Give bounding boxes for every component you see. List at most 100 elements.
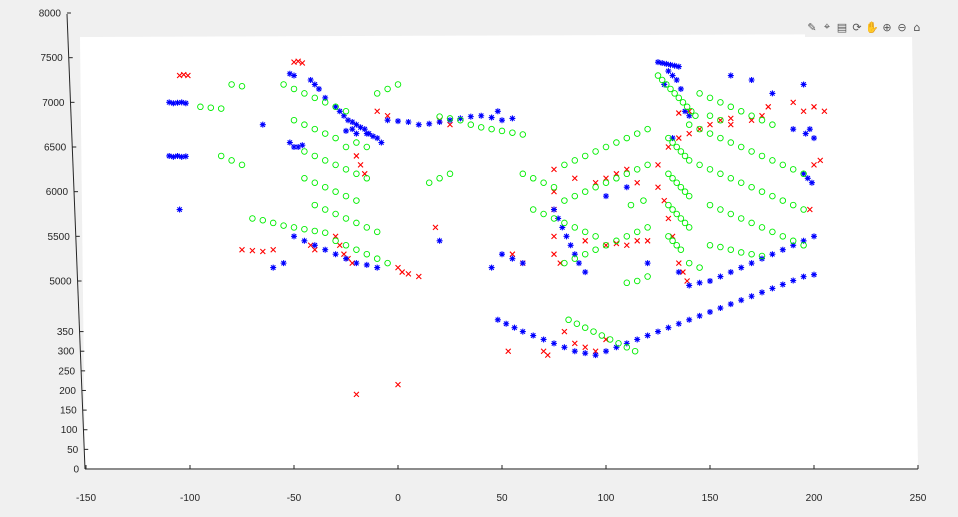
blue-star-point (176, 206, 183, 213)
blue-star-point (661, 81, 668, 88)
blue-star-point (675, 269, 682, 276)
green-circle-point (681, 219, 689, 227)
green-circle-point (613, 139, 620, 146)
green-circle-point (623, 344, 631, 351)
blue-star-point (170, 100, 177, 107)
red-cross-point (270, 246, 277, 253)
green-circle-point (769, 228, 776, 236)
blue-star-point (800, 170, 807, 177)
blue-star-point (345, 117, 352, 124)
zoom-out-icon[interactable]: ⊖ (897, 20, 907, 34)
green-circle-point (789, 201, 797, 209)
rotate-3d-icon[interactable]: ⟳ (852, 20, 862, 34)
y-tick-label: 7500 (40, 53, 63, 64)
blue-star-point (769, 251, 776, 258)
blue-star-point (395, 118, 401, 125)
red-cross-point (765, 103, 772, 110)
brush-icon[interactable]: ✎ (807, 20, 817, 34)
blue-star-point (811, 135, 817, 142)
red-cross-point (790, 99, 797, 106)
data-points (166, 58, 828, 398)
blue-star-point (555, 215, 562, 222)
blue-star-point (686, 316, 693, 323)
y-tick-label: 5500 (48, 232, 71, 243)
x-tick-label: 0 (395, 493, 401, 504)
green-circle-point (342, 192, 350, 200)
blue-star-point (686, 282, 693, 289)
red-cross-point (592, 179, 599, 186)
blue-star-point (343, 255, 349, 262)
blue-star-point (655, 59, 661, 66)
green-circle-point (353, 139, 360, 146)
plot-area (80, 34, 918, 468)
home-icon[interactable]: ⌂ (913, 20, 921, 34)
green-circle-point (373, 90, 381, 97)
green-circle-point (394, 81, 402, 88)
blue-star-point (332, 251, 339, 258)
pan-icon[interactable]: ✋ (865, 20, 879, 34)
blue-star-point (291, 72, 297, 79)
blue-star-point (436, 237, 443, 244)
green-circle-point (519, 170, 527, 178)
green-circle-point (581, 152, 589, 160)
green-circle-point (800, 170, 807, 178)
green-circle-point (623, 279, 631, 287)
red-cross-point (299, 60, 306, 66)
x-tick-label: -100 (180, 493, 200, 504)
green-circle-point (696, 264, 703, 271)
green-circle-point (671, 90, 678, 97)
green-circle-point (332, 237, 339, 245)
datatip-icon[interactable]: ⌖ (823, 20, 831, 33)
blue-star-point (447, 117, 453, 124)
green-circle-point (737, 179, 745, 186)
blue-star-point (790, 277, 797, 284)
green-circle-point (748, 219, 755, 227)
blue-star-point (779, 281, 786, 288)
green-circle-point (692, 112, 699, 119)
red-cross-point (259, 248, 266, 255)
green-circle-point (717, 134, 724, 142)
blue-star-point (623, 340, 630, 347)
green-circle-point (779, 197, 787, 204)
blue-star-point (322, 246, 329, 253)
x-tick-label: 200 (806, 493, 823, 504)
green-circle-point (675, 94, 683, 102)
red-cross-point (505, 348, 512, 355)
blue-star-point (806, 126, 813, 133)
zoom-in-icon[interactable]: ⊕ (882, 20, 892, 34)
green-circle-point (717, 99, 724, 106)
red-cross-point (544, 352, 551, 359)
blue-star-point (644, 260, 651, 267)
green-circle-point (488, 125, 495, 133)
blue-star-point (182, 100, 189, 107)
red-cross-point (185, 72, 191, 79)
blue-star-point (738, 264, 745, 271)
red-cross-point (727, 121, 734, 128)
y-tick-label: 6000 (46, 187, 69, 198)
blue-star-point (561, 344, 568, 351)
green-circle-point (758, 116, 766, 124)
blue-star-point (436, 118, 443, 125)
blue-star-point (174, 99, 181, 106)
green-circle-point (561, 197, 568, 204)
blue-star-point (571, 251, 578, 258)
green-circle-point (540, 179, 547, 186)
y-tick-label: 350 (57, 327, 74, 338)
data-cursor-icon[interactable]: ▤ (836, 20, 848, 34)
green-circle-point (217, 152, 225, 160)
green-circle-point (800, 206, 807, 213)
blue-star-point (727, 269, 734, 276)
y-tick-label: 150 (60, 406, 77, 417)
green-circle-point (737, 215, 745, 222)
blue-star-point (727, 72, 734, 79)
green-circle-point (197, 103, 204, 111)
blue-star-point (671, 62, 678, 69)
red-cross-point (696, 126, 703, 133)
blue-star-point (582, 269, 589, 276)
red-cross-point (551, 251, 557, 258)
green-circle-point (290, 224, 298, 231)
green-circle-point (681, 188, 689, 195)
red-cross-point (561, 328, 568, 335)
green-circle-point (633, 130, 641, 137)
